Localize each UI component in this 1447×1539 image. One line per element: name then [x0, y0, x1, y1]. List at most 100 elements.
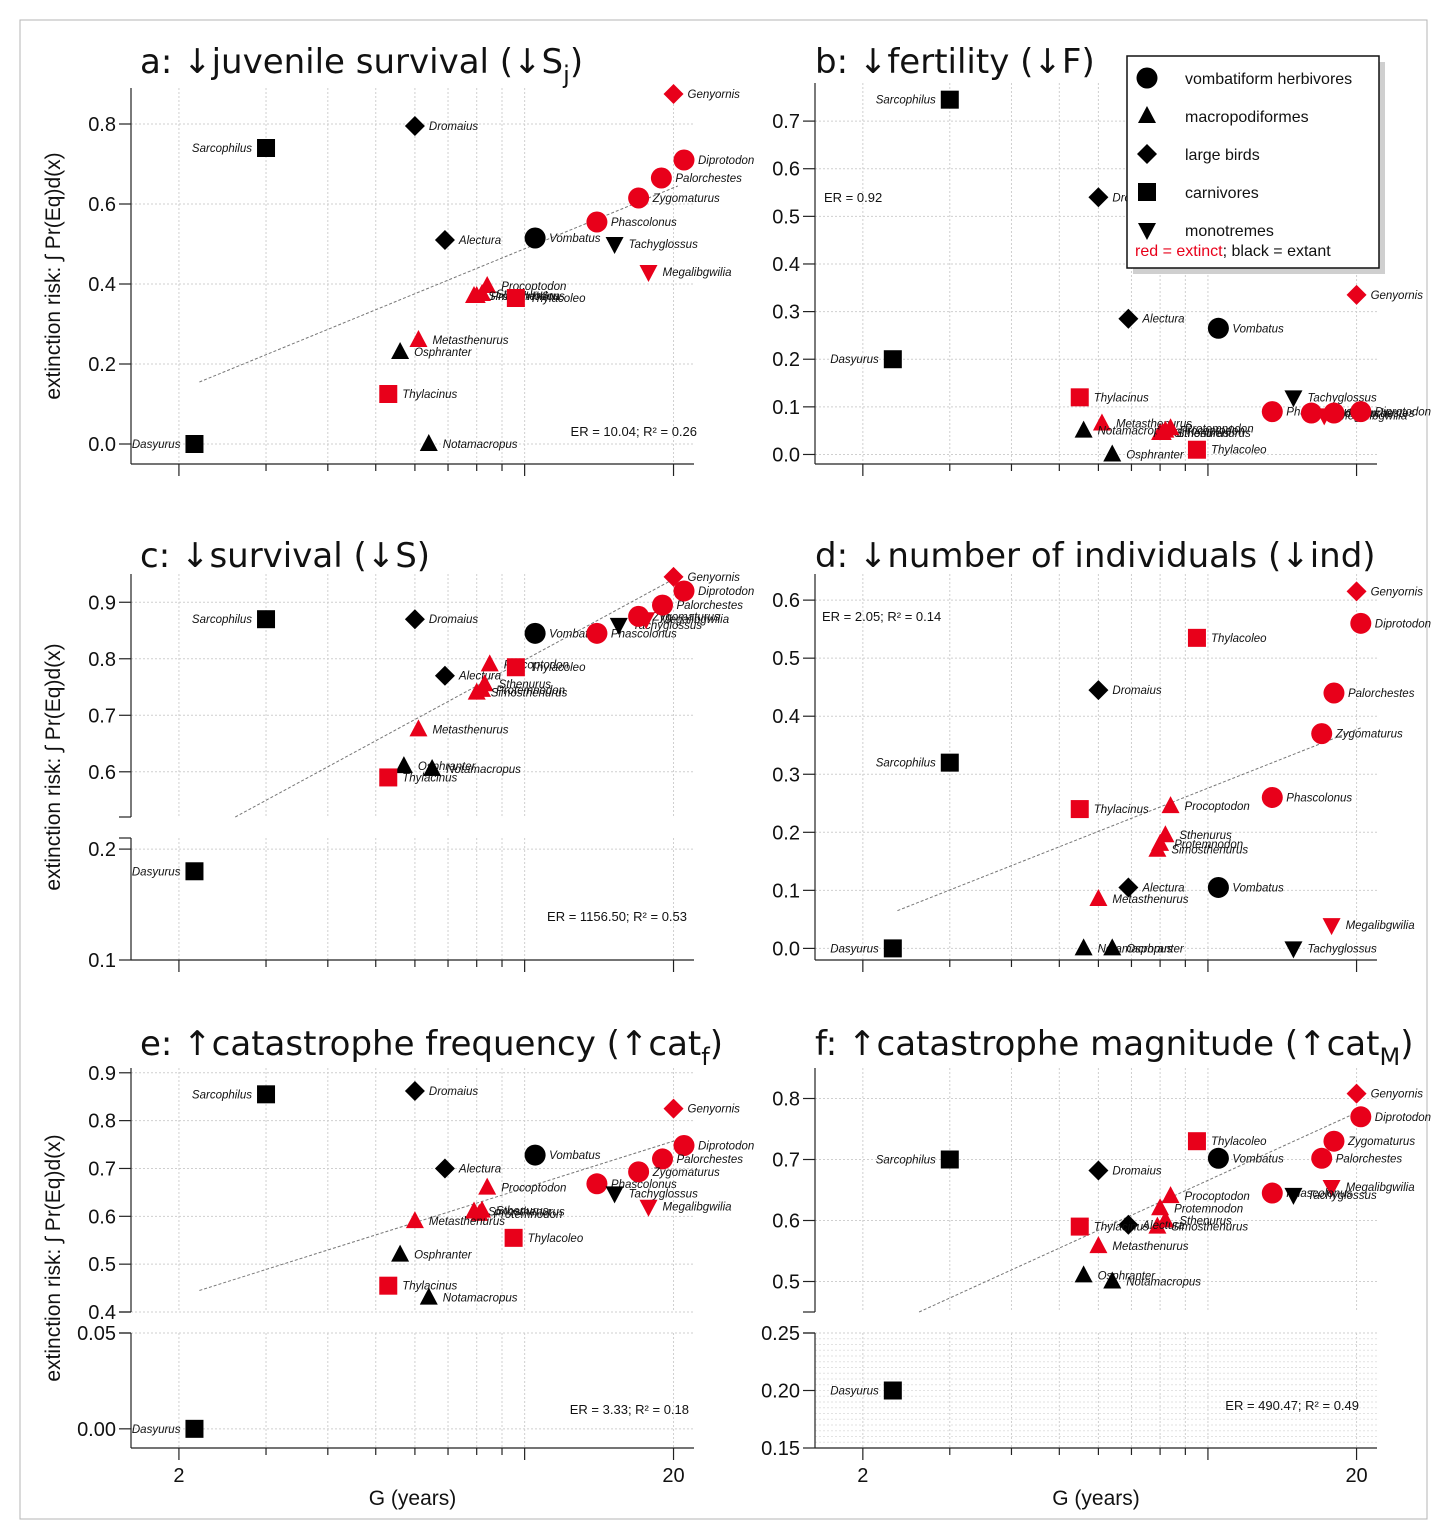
point-dasyurus [185, 435, 204, 453]
point-zygomaturus [628, 1161, 650, 1183]
point-label: Osphranter [1126, 943, 1185, 955]
point-dromaius [1088, 1160, 1109, 1181]
point-label: Metasthenurus [1112, 1241, 1188, 1253]
point-label: Simosthenurus [1171, 1222, 1248, 1234]
point-label: Megalibgwilia [1346, 920, 1415, 932]
point-thylacoleo [1187, 628, 1206, 647]
point-megalibgwilia [1322, 1179, 1341, 1197]
y-tick-label: 0.2 [88, 354, 116, 376]
y-tick-label: 0.6 [88, 1206, 116, 1228]
point-label: Procoptodon [1185, 801, 1250, 813]
point-label: Notamacropus [446, 764, 521, 776]
y-axis-label: extinction risk: ∫ Pr(Eq)d(x) [42, 643, 65, 890]
point-genyornis [663, 566, 684, 587]
point-label: Dromaius [429, 1086, 478, 1098]
point-label: Zygomaturus [652, 193, 720, 205]
point-phascolonus [1261, 786, 1283, 808]
point-label: Palorchestes [1348, 688, 1415, 700]
point-label: Sthenurus [499, 679, 552, 691]
point-label: Thylacinus [1094, 804, 1149, 816]
point-osphranter [391, 342, 410, 359]
point-metasthenurus [1089, 1236, 1108, 1254]
y-tick-label: 0.8 [88, 649, 116, 671]
y-tick-label: 0.25 [761, 1323, 800, 1345]
point-thylacinus [1070, 388, 1089, 407]
point-label: Thylacinus [1094, 1222, 1149, 1234]
point-label: Alectura [458, 235, 501, 247]
legend-note-extinct: red = extinct [1135, 243, 1223, 260]
point-zygomaturus [1323, 1130, 1345, 1152]
y-tick-label: 0.6 [772, 1211, 800, 1233]
panel-f: 0.5 0.6 0.7 0.8 0.15 0.20 0.25 2 20 f: ↑catastrop… [761, 1024, 1431, 1510]
legend-entry-label: carnivores [1185, 185, 1259, 202]
point-label: Megalibgwilia [1346, 1182, 1415, 1194]
point-label: Phascolonus [1286, 1188, 1352, 1200]
x-axis-label: G (years) [1052, 1487, 1140, 1510]
y-tick-label: 0.1 [772, 880, 800, 902]
point-alectura [1118, 877, 1139, 898]
x-tick-label: 2 [173, 1465, 184, 1487]
point-label: Alectura [1141, 882, 1184, 894]
y-tick-label: 0.9 [88, 592, 116, 614]
title-close: ) [570, 42, 583, 82]
point-label: Phascolonus [611, 217, 677, 229]
point-thylacoleo [506, 289, 525, 307]
panel-d: 0.0 0.1 0.2 0.3 0.4 0.5 0.6 d: ↓number of indiv… [772, 536, 1431, 972]
point-diprotodon [1350, 612, 1372, 634]
point-phascolonus [586, 211, 608, 233]
y-tick-label: 0.2 [772, 822, 800, 844]
point-label: Vombatus [1232, 323, 1284, 335]
point-label: Genyornis [688, 1104, 741, 1116]
point-label: Procoptodon [1179, 426, 1244, 438]
point-label: Simosthenurus [1174, 428, 1251, 440]
point-label: Notamacropus [443, 1293, 518, 1305]
panel-title: a: ↓juvenile survival (↓Sj) [140, 42, 583, 89]
point-label: Simosthenurus [1171, 845, 1248, 857]
point-tachyglossus [1284, 1187, 1303, 1205]
point-notamacropus [423, 758, 442, 776]
point-label: Notamacropus [1098, 426, 1173, 438]
legend-marker-circle [1136, 67, 1158, 89]
point-label: Thylacoleo [1211, 445, 1267, 457]
panel-title: c: ↓survival (↓S) [140, 536, 430, 576]
point-procoptodon [480, 654, 499, 672]
point-label: Protemnodon [1185, 423, 1254, 435]
point-dromaius [1088, 680, 1109, 701]
point-label: Diprotodon [698, 1141, 754, 1153]
y-tick-label: 0.00 [77, 1419, 116, 1441]
point-megalibgwilia [637, 612, 656, 630]
title-close: ) [710, 1024, 723, 1064]
y-tick-label: 0.1 [772, 397, 800, 419]
legend-marker-triangle [1138, 106, 1156, 123]
y-tick-label: 0.1 [88, 950, 116, 972]
point-diprotodon [1350, 401, 1372, 423]
point-dasyurus [185, 1419, 204, 1438]
point-thylacinus [1070, 1217, 1089, 1236]
y-tick-label: 0.4 [88, 274, 116, 296]
point-label: Procoptodon [1185, 1191, 1250, 1203]
point-dasyurus [185, 862, 204, 881]
legend-marker-square [1138, 183, 1156, 201]
point-sarcophilus [257, 610, 276, 629]
regression-line [918, 1110, 1362, 1313]
y-tick-label: 0.4 [88, 1302, 116, 1324]
point-label: Sarcophilus [876, 95, 936, 107]
point-label: Tachyglossus [629, 239, 699, 251]
point-label: Megalibgwilia [662, 1202, 731, 1214]
point-label: Dasyurus [132, 866, 181, 878]
point-notamacropus [1103, 1271, 1122, 1289]
point-alectura [434, 230, 455, 250]
y-tick-label: 0.7 [88, 1158, 116, 1180]
y-tick-label: 0.0 [772, 444, 800, 466]
regression-line [897, 727, 1361, 912]
point-alectura [434, 1158, 455, 1179]
point-vombatus [524, 1144, 546, 1166]
stat-annotation: ER = 490.47; R² = 0.49 [1225, 1398, 1359, 1413]
point-label: Notamacropus [443, 439, 518, 451]
point-vombatus [524, 622, 546, 644]
point-label: Dromaius [1112, 685, 1161, 697]
point-label: Thylacinus [402, 389, 457, 401]
point-label: Osphranter [414, 347, 473, 359]
point-label: Dasyurus [830, 943, 879, 955]
